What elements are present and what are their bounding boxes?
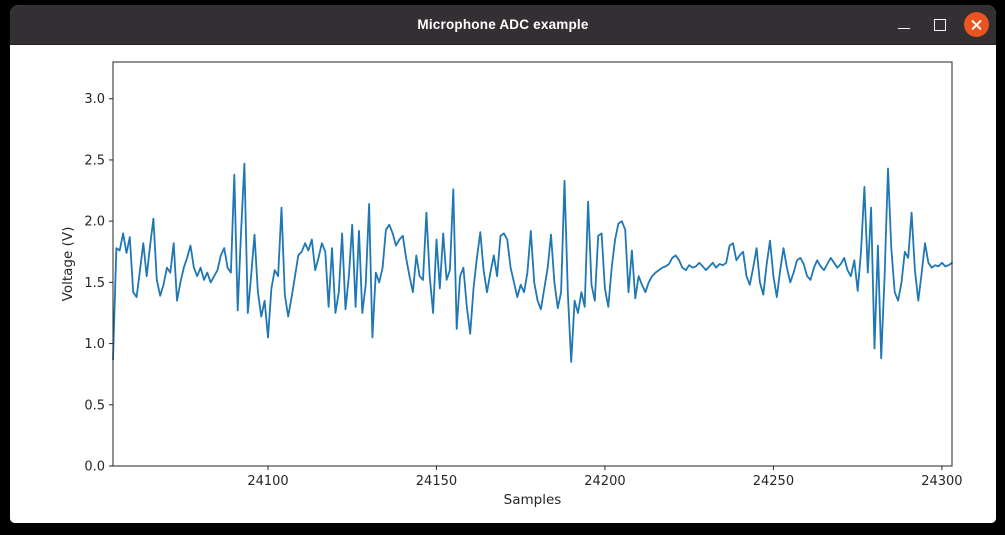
figure-canvas: 0.0 0.5 1.0 1.5 2.0 2.5 3.0 24100 24150 24200 2425… [10, 45, 996, 523]
minimize-icon [898, 27, 910, 30]
y-tick-label: 0.0 [84, 460, 105, 475]
close-button[interactable] [964, 12, 989, 37]
y-tick-label: 2.5 [84, 153, 105, 168]
line-chart: 0.0 0.5 1.0 1.5 2.0 2.5 3.0 24100 24150 24200 2425… [60, 61, 963, 508]
x-axis-label: Samples [504, 492, 562, 508]
x-tick-label: 24250 [753, 474, 794, 489]
maximize-icon [934, 18, 946, 31]
window-controls [892, 5, 989, 44]
x-tick-label: 24150 [416, 474, 457, 489]
x-tick-label: 24200 [584, 474, 625, 489]
app-window: Microphone ADC example 0.0 0.5 1.0 1.5 2.0 2.… [10, 5, 996, 523]
y-tick-label: 1.5 [84, 276, 105, 291]
titlebar[interactable]: Microphone ADC example [10, 5, 996, 45]
axes-spines [112, 61, 953, 467]
y-tick-label: 3.0 [84, 92, 105, 107]
x-tick-label: 24300 [921, 474, 962, 489]
minimize-button[interactable] [892, 13, 916, 37]
x-tick-label: 24100 [247, 474, 288, 489]
voltage-series-line [112, 162, 953, 363]
y-tick-label: 1.0 [84, 337, 105, 352]
y-axis-label: Voltage (V) [60, 227, 76, 302]
window-title: Microphone ADC example [417, 17, 589, 32]
y-tick-label: 0.5 [84, 398, 105, 413]
maximize-button[interactable] [928, 13, 952, 37]
y-tick-label: 2.0 [84, 215, 105, 230]
